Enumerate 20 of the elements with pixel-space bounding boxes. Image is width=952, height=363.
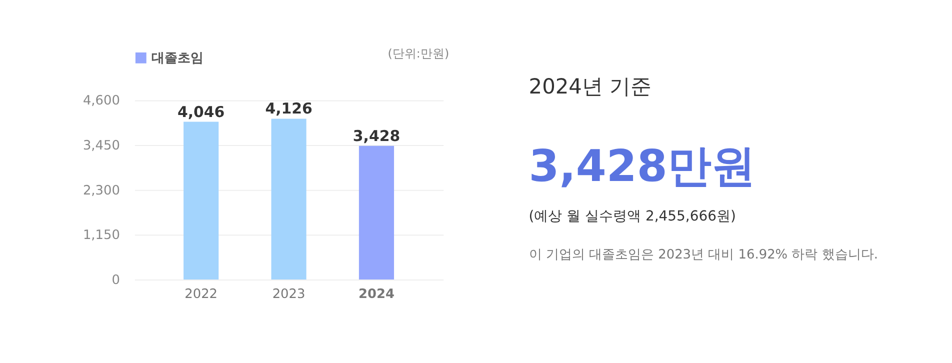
bar [184,122,219,280]
y-tick-label: 2,300 [82,183,120,198]
data-label: 4,046 [177,102,225,121]
text: 이 기업의 대졸초임은 2023년 대비 16.92% 하락 했습니다. [528,248,878,263]
legend-label: 대졸초임 [151,50,204,66]
x-tick-label: 2024 [358,286,394,302]
text: 3,428만원 [528,140,756,192]
y-tick-label: 0 [112,272,120,288]
text: (단위:만원) [388,46,450,60]
y-tick-label: 3,450 [82,138,120,154]
x-tick-label: 2023 [272,286,306,302]
text: (예상 월 실수령액 2,455,666원) [528,208,736,225]
bar [358,146,394,280]
y-tick-label: 4,600 [82,94,120,109]
data-label: 3,428 [352,126,400,145]
x-tick-label: 2022 [184,286,218,302]
data-label: 4,126 [265,100,312,118]
text: 2024년 기준 [528,74,652,98]
bar [271,118,306,280]
y-tick-label: 1,150 [82,228,120,244]
